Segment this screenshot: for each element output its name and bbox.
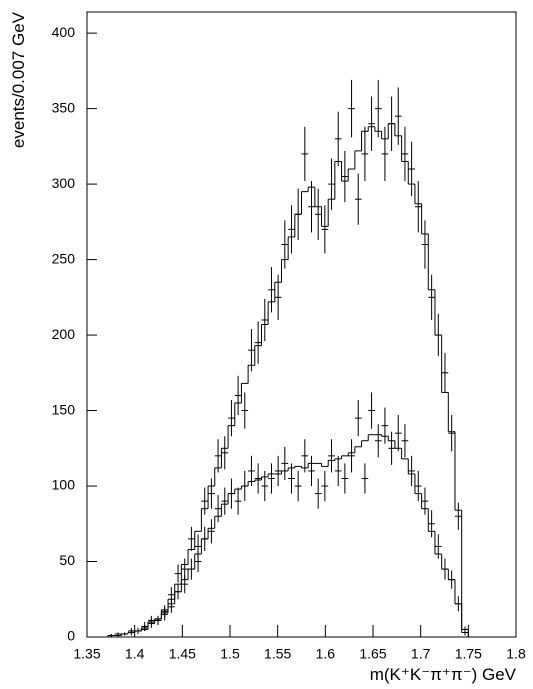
y-tick-label: 0 — [67, 628, 75, 644]
x-tick-label: 1.45 — [169, 646, 196, 662]
y-tick-label: 400 — [52, 24, 76, 40]
y-tick-label: 350 — [52, 99, 76, 115]
x-tick-label: 1.4 — [125, 646, 145, 662]
x-tick-label: 1.7 — [411, 646, 431, 662]
x-tick-label: 1.75 — [455, 646, 482, 662]
x-tick-label: 1.8 — [506, 646, 526, 662]
x-tick-label: 1.5 — [220, 646, 240, 662]
x-axis-label: m(K⁺K⁻π⁺π⁻) GeV — [370, 665, 517, 684]
y-tick-label: 250 — [52, 250, 76, 266]
y-tick-label: 150 — [52, 401, 76, 417]
y-tick-label: 300 — [52, 175, 76, 191]
x-tick-label: 1.6 — [316, 646, 336, 662]
x-tick-label: 1.55 — [264, 646, 291, 662]
plot-frame — [86, 11, 517, 638]
y-axis-label: events/0.007 GeV — [9, 11, 28, 148]
x-tick-label: 1.65 — [359, 646, 386, 662]
histogram-step — [107, 123, 469, 637]
histogram-step — [107, 434, 469, 637]
y-tick-label: 200 — [52, 326, 76, 342]
y-tick-label: 50 — [59, 552, 75, 568]
y-tick-label: 100 — [52, 477, 76, 493]
x-tick-label: 1.35 — [73, 646, 100, 662]
